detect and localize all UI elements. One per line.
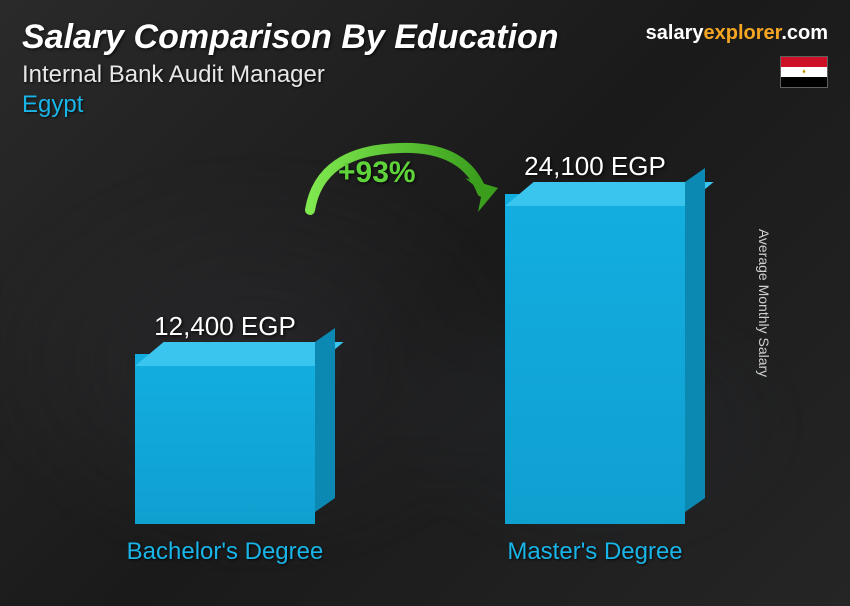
bar-value-label: 24,100 EGP [490, 151, 700, 182]
page-subtitle: Internal Bank Audit Manager [22, 61, 828, 89]
brand-logo: salaryexplorer.com [646, 22, 828, 45]
bar-side-face [685, 168, 705, 512]
brand-part2: explorer [703, 22, 781, 44]
bar-top-face [505, 182, 714, 206]
country-flag-icon: ♦ [780, 56, 828, 88]
flag-emblem-icon: ♦ [802, 69, 806, 76]
flag-stripe-white: ♦ [781, 67, 827, 77]
bar-3d [505, 194, 685, 524]
page-country: Egypt [22, 91, 828, 119]
brand-part3: .com [781, 22, 828, 44]
bar-front-face [135, 354, 315, 524]
brand-part1: salary [646, 22, 704, 44]
flag-stripe-red [781, 57, 827, 67]
bar-category-label: Master's Degree [490, 538, 700, 566]
bar-3d [135, 354, 315, 524]
bar-group-0: 12,400 EGP Bachelor's Degree [120, 311, 330, 566]
bar-category-label: Bachelor's Degree [120, 538, 330, 566]
bar-group-1: 24,100 EGP Master's Degree [490, 151, 700, 566]
bar-value-label: 12,400 EGP [120, 311, 330, 342]
bar-front-face [505, 194, 685, 524]
chart-area: +93% 12,400 EGP Bachelor's Degree 24,100 E… [60, 136, 770, 566]
increase-percentage: +93% [338, 156, 416, 190]
bar-side-face [315, 328, 335, 512]
bar-top-face [135, 342, 344, 366]
flag-stripe-black [781, 77, 827, 87]
